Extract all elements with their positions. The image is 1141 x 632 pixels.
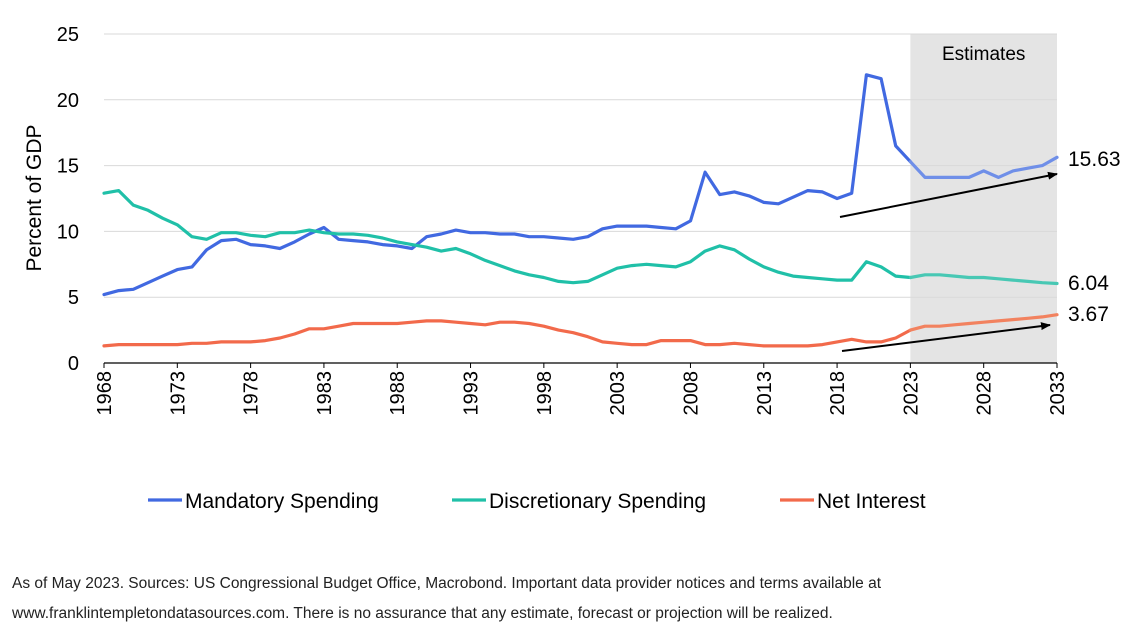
x-tick-label: 2028 [974, 371, 996, 416]
mandatory-spending-line [102, 73, 913, 297]
x-tick-label: 2033 [1047, 371, 1069, 416]
legend-label: Discretionary Spending [489, 490, 706, 513]
x-tick-label: 2013 [754, 371, 776, 416]
net-interest-trend-arrow [841, 322, 1051, 352]
net-interest-estimate-line [908, 313, 1059, 332]
footnote: As of May 2023. Sources: US Congressiona… [12, 569, 1132, 629]
net-interest-line [102, 319, 913, 348]
legend-label: Net Interest [817, 490, 926, 513]
y-tick-label: 0 [68, 353, 79, 375]
legend: Mandatory Spending Discretionary Spending… [148, 490, 926, 513]
estimates-label: Estimates [942, 44, 1025, 65]
x-tick-label: 1978 [241, 371, 263, 416]
footnote-line-2: www.franklintempletondatasources.com. Th… [12, 605, 833, 622]
y-tick-label: 5 [68, 287, 79, 309]
y-tick-label: 15 [57, 156, 79, 178]
mandatory-trend-arrow [839, 171, 1058, 218]
x-axis: 1968 1973 1978 1983 1988 1993 1998 2003 2008 2013… [94, 363, 1069, 416]
x-tick-label: 1993 [461, 371, 483, 416]
discretionary-spending-line [102, 189, 913, 285]
mandatory-spending-estimate-line [908, 155, 1059, 179]
x-tick-label: 1988 [387, 371, 409, 416]
y-axis: 0 5 10 15 20 25 [57, 24, 79, 375]
end-labels: 15.63 6.04 3.67 [1068, 148, 1121, 326]
end-value-label: 15.63 [1068, 148, 1121, 171]
x-tick-label: 2003 [607, 371, 629, 416]
x-tick-label: 2023 [900, 371, 922, 416]
x-tick-label: 2018 [827, 371, 849, 416]
x-tick-label: 2008 [680, 371, 702, 416]
trend-arrows [839, 171, 1058, 352]
footnote-line-1: As of May 2023. Sources: US Congressiona… [12, 575, 882, 592]
x-tick-label: 1968 [94, 371, 116, 416]
end-value-label: 6.04 [1068, 272, 1109, 295]
y-tick-label: 25 [57, 24, 79, 46]
series-lines [102, 73, 1059, 348]
x-tick-label: 1973 [167, 371, 189, 416]
discretionary-spending-estimate-line [908, 273, 1059, 286]
x-tick-label: 1998 [534, 371, 556, 416]
y-tick-label: 10 [57, 221, 79, 243]
gridlines [104, 33, 1057, 364]
y-tick-label: 20 [57, 90, 79, 112]
x-tick-label: 1983 [314, 371, 336, 416]
legend-label: Mandatory Spending [185, 490, 379, 513]
end-value-label: 3.67 [1068, 303, 1109, 326]
y-axis-title: Percent of GDP [23, 124, 46, 271]
